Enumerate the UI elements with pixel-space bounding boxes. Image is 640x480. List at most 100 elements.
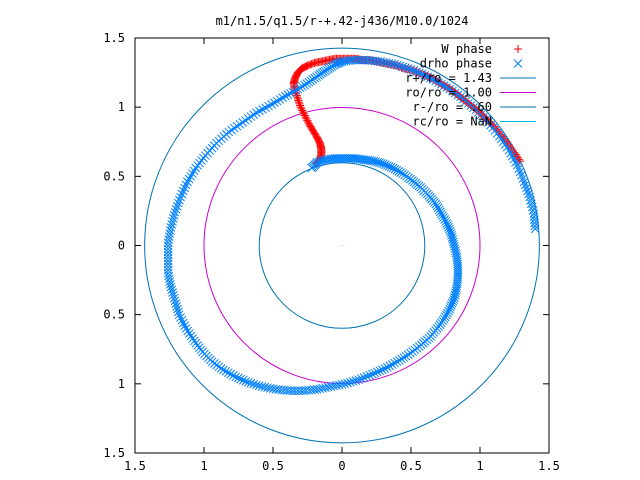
drho-phase-point: [319, 155, 329, 165]
legend-label: ro/ro = 1.00: [405, 86, 492, 100]
drho-phase-point: [189, 336, 199, 346]
drho-phase-point: [527, 202, 537, 212]
drho-phase-point: [403, 64, 413, 73]
drho-phase-point: [395, 355, 404, 365]
drho-phase-point: [440, 312, 450, 322]
w-phase-point: [299, 109, 308, 118]
drho-phase-point: [406, 65, 416, 74]
drho-phase-point: [165, 279, 175, 289]
drho-phase-point: [523, 186, 532, 196]
drho-phase-point: [387, 360, 397, 369]
drho-phase-point: [348, 376, 358, 386]
drho-phase-point: [453, 264, 463, 273]
drho-phase-point: [238, 375, 248, 385]
drho-phase-point: [166, 282, 176, 292]
y-tick-label: 0.5: [103, 169, 125, 183]
drho-phase-point: [414, 68, 424, 78]
drho-phase-point: [345, 377, 355, 387]
x-tick-label: 0: [338, 459, 345, 473]
drho-phase-point: [431, 199, 441, 209]
drho-phase-point: [368, 369, 377, 379]
drho-phase-point: [332, 381, 341, 390]
drho-phase-point: [390, 59, 399, 69]
drho-phase-point: [384, 58, 394, 68]
x-tick-label: 1.5: [124, 459, 146, 473]
w-phase-point: [296, 101, 305, 110]
drho-phase-point: [163, 244, 173, 254]
drho-phase-point: [169, 290, 178, 300]
drho-phase-point: [224, 127, 234, 137]
drho-phase-point: [522, 183, 531, 193]
drho-phase-point: [164, 274, 174, 284]
drho-phase-point: [174, 310, 184, 320]
x-tick-label: 1: [476, 459, 483, 473]
drho-phase-point: [530, 224, 540, 234]
drho-phase-point: [317, 156, 327, 166]
w-phase-point: [304, 118, 313, 127]
drho-phase-point: [278, 93, 288, 103]
drho-phase-point: [163, 259, 173, 269]
w-phase-point: [297, 104, 306, 113]
drho-phase-point: [183, 326, 193, 336]
drho-phase-point: [163, 250, 173, 260]
drho-phase-point: [379, 57, 388, 67]
drho-phase-point: [420, 70, 430, 80]
drho-phase-point: [254, 381, 264, 391]
drho-phase-point: [288, 87, 298, 97]
drho-phase-point: [283, 90, 293, 100]
legend-marker: [514, 45, 522, 53]
drho-phase-point: [300, 80, 309, 90]
drho-phase-point: [286, 88, 295, 98]
x-tick-label: 1: [200, 459, 207, 473]
drho-phase-point: [351, 376, 361, 385]
drho-phase-point: [189, 166, 199, 176]
legend-label: W phase: [441, 42, 492, 56]
drho-phase-point: [334, 380, 344, 390]
drho-phase-point: [441, 310, 451, 320]
drho-phase-point: [180, 183, 190, 193]
drho-phase-point: [275, 95, 285, 104]
x-tick-label: 0.5: [262, 459, 284, 473]
drho-phase-point: [186, 171, 196, 181]
drho-phase-point: [394, 166, 404, 176]
data-series: [163, 54, 540, 396]
drho-phase-point: [412, 67, 421, 77]
drho-phase-point: [171, 299, 181, 308]
drho-phase-point: [243, 114, 253, 123]
drho-phase-point: [268, 384, 278, 394]
drho-phase-point: [440, 215, 450, 224]
drho-phase-point: [230, 123, 239, 133]
drho-phase-point: [169, 214, 178, 223]
drho-phase-point: [252, 380, 261, 390]
drho-phase-point: [354, 375, 363, 385]
drho-phase-point: [387, 59, 397, 69]
drho-phase-point: [176, 313, 185, 322]
legend-label: r+/ro = 1.43: [405, 71, 492, 85]
drho-phase-point: [163, 262, 173, 272]
w-phase-point: [294, 98, 303, 107]
drho-phase-point: [388, 163, 398, 173]
drho-phase-point: [433, 203, 443, 213]
w-phase-point: [294, 96, 303, 105]
drho-phase-point: [530, 221, 540, 231]
drho-phase-point: [169, 293, 179, 303]
drho-phase-point: [437, 209, 446, 219]
reference-circles: [144, 47, 540, 444]
drho-phase-point: [167, 220, 177, 229]
drho-phase-point: [163, 256, 173, 266]
w-phase-point: [301, 113, 310, 122]
drho-phase-point: [235, 119, 245, 129]
center-dot: [341, 245, 343, 246]
drho-phase-point: [173, 304, 182, 314]
drho-phase-point: [181, 324, 191, 333]
drho-phase-point: [185, 329, 194, 338]
drho-phase-point: [272, 96, 282, 106]
y-tick-label: 1.5: [103, 446, 125, 460]
drho-phase-point: [249, 379, 259, 389]
w-phase-point: [299, 108, 308, 117]
drho-phase-point: [169, 210, 179, 220]
drho-phase-point: [165, 277, 175, 286]
drho-phase-point: [518, 174, 528, 183]
